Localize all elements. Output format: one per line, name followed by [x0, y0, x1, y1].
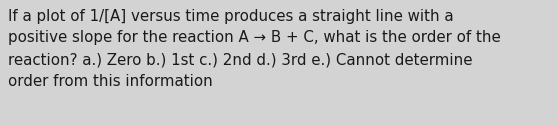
Text: If a plot of 1/[A] versus time produces a straight line with a
positive slope fo: If a plot of 1/[A] versus time produces … — [8, 9, 501, 89]
